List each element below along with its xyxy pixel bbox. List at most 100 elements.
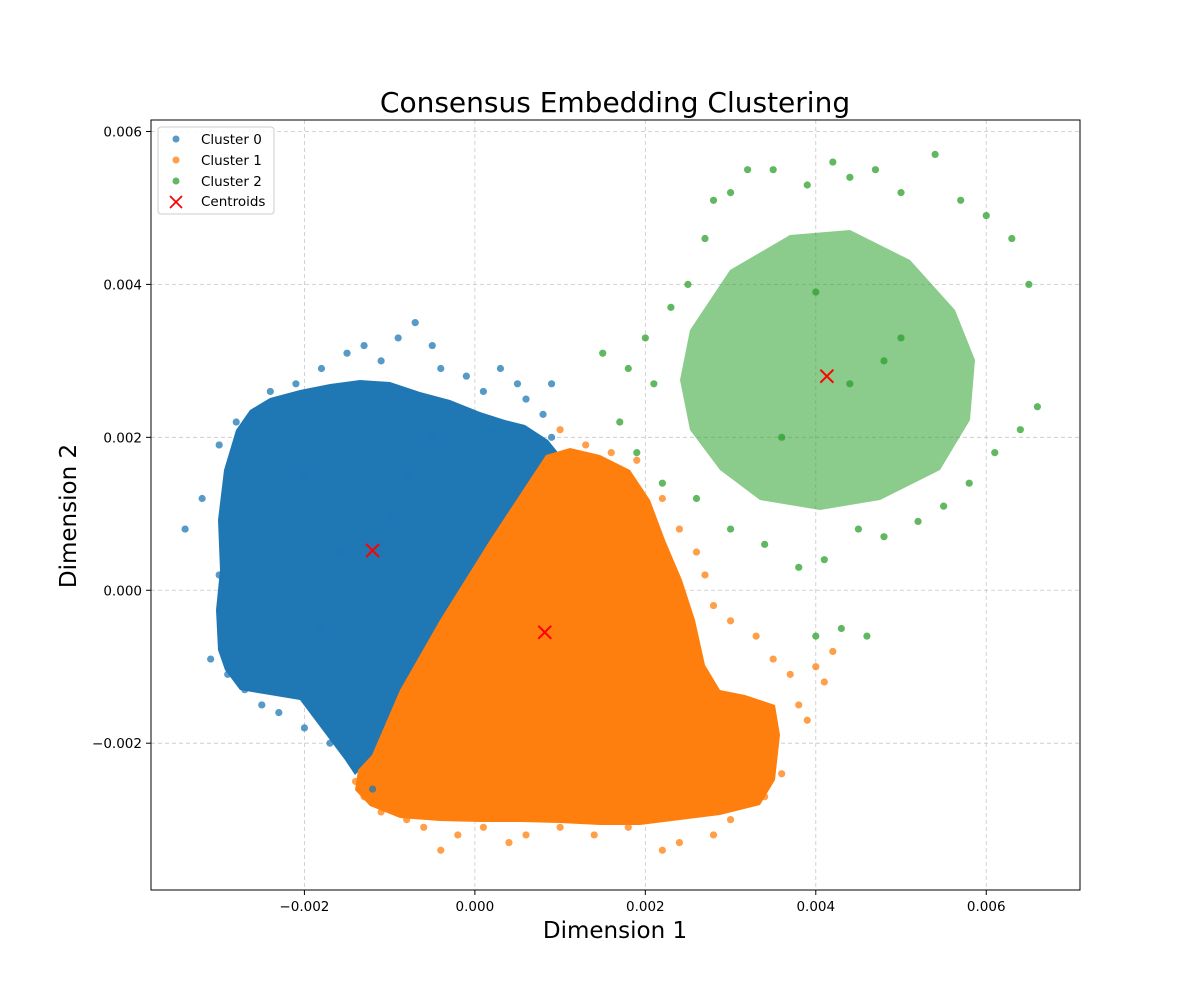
y-axis-label: Dimension 2 [56, 444, 82, 588]
cluster-2-point [769, 166, 777, 174]
x-tick-label: 0.006 [967, 899, 1006, 915]
cluster-1-point [377, 808, 385, 816]
legend-box [157, 126, 275, 215]
cluster-2-point [795, 563, 803, 571]
cluster-1-point [351, 777, 360, 786]
cluster-2-point [897, 189, 905, 197]
cluster-2-point [1016, 426, 1024, 434]
cluster-0-point [462, 372, 470, 380]
cluster-0-point [292, 380, 300, 388]
cluster-1-point [454, 831, 462, 839]
cluster-2-point [624, 364, 632, 373]
cluster-2-point [829, 158, 837, 166]
cluster-2-point [991, 449, 999, 457]
y-tick-label: 0.000 [103, 583, 142, 599]
chart-title: Consensus Embedding Clustering [380, 86, 850, 119]
cluster-1-point [420, 823, 428, 831]
cluster-2-point [1008, 234, 1016, 243]
scatter-points [181, 150, 1041, 854]
cluster-2-point [658, 479, 666, 487]
legend-label-centroids: Centroids [201, 194, 265, 210]
cluster-2-point [1025, 280, 1033, 288]
cluster-0-point [360, 341, 368, 350]
cluster-1-point [633, 456, 641, 464]
cluster-1-point [812, 663, 820, 671]
cluster-0-point [241, 686, 249, 694]
cluster-2-point [931, 150, 939, 159]
centroid-marker-1 [537, 625, 552, 640]
cluster-2-point [726, 525, 735, 533]
cluster-0-point [351, 762, 360, 770]
cluster-0-point [232, 418, 240, 426]
cluster-1-point [786, 670, 794, 678]
cluster-0-point [181, 525, 189, 533]
cluster-1-point [675, 525, 684, 533]
cluster-0-point [266, 387, 274, 396]
cluster-2-point [803, 181, 811, 189]
cluster-2-point [633, 449, 641, 457]
cluster-0-point [326, 739, 334, 747]
cluster-0-point [368, 785, 377, 793]
y-tick-label: 0.006 [103, 124, 142, 140]
cluster-2-point [726, 189, 735, 197]
cluster-2-point [761, 540, 769, 548]
cluster-2-point [846, 173, 854, 181]
x-tick-label: 0.000 [456, 899, 495, 915]
legend-label-cluster-2: Cluster 2 [201, 174, 262, 190]
cluster-2-point [684, 280, 692, 288]
cluster-0-point [547, 380, 556, 388]
cluster-2-point [709, 196, 718, 204]
centroid-marker-2 [819, 368, 835, 384]
cluster-0-point [377, 357, 385, 365]
cluster-0-point [198, 494, 206, 503]
cluster-2-point [650, 380, 658, 388]
legend-label-cluster-1: Cluster 1 [201, 153, 262, 169]
cluster-2-point [820, 556, 828, 564]
cluster-0-point [403, 471, 411, 480]
cluster-0-point [539, 410, 547, 418]
cluster-0-point [437, 364, 445, 373]
cluster-2-point [616, 418, 624, 426]
y-axis-ticks: −0.002 0.000 0.002 0.004 0.006 [92, 124, 151, 752]
cluster-0-point [300, 724, 309, 732]
cluster-2-point [641, 334, 649, 342]
cluster-0-point [411, 319, 419, 327]
cluster-1-point [709, 601, 718, 610]
y-tick-label: 0.002 [103, 430, 142, 446]
cluster-1-point [573, 548, 581, 556]
cluster-2-point [982, 211, 990, 220]
cluster-0-point [300, 471, 309, 480]
cluster-1-point [675, 838, 684, 847]
cluster-0-point [334, 548, 343, 556]
cluster-0-point [496, 364, 505, 373]
cluster-1-point [778, 770, 786, 778]
cluster-2-point [880, 533, 888, 541]
cluster-1-point [607, 449, 615, 457]
cluster-2-point [863, 632, 871, 640]
cluster-1-point [556, 823, 564, 831]
cluster-1-point [496, 663, 505, 671]
legend-marker-centroids [169, 195, 183, 209]
x-tick-label: 0.004 [796, 899, 835, 915]
series-points [181, 150, 1041, 854]
cluster-2-point [965, 479, 973, 487]
cluster-1-point [582, 441, 590, 449]
cluster-1-point [624, 823, 632, 831]
cluster-1-point [701, 571, 709, 579]
cluster-1-point [505, 838, 513, 847]
cluster-2-point [778, 433, 786, 441]
cluster-1-point [641, 701, 649, 709]
cluster-1-point [658, 846, 666, 854]
cluster-0-point [488, 426, 496, 434]
cluster-density-regions [216, 230, 975, 825]
cluster-2-point [692, 494, 701, 503]
cluster-1-point [795, 701, 803, 709]
cluster-1-point [726, 617, 735, 625]
y-tick-label: −0.002 [92, 736, 142, 752]
cluster-0-point [207, 655, 215, 663]
cluster-0-point [513, 380, 522, 388]
cluster-1-point [692, 548, 701, 556]
cluster-0-point [224, 670, 232, 678]
